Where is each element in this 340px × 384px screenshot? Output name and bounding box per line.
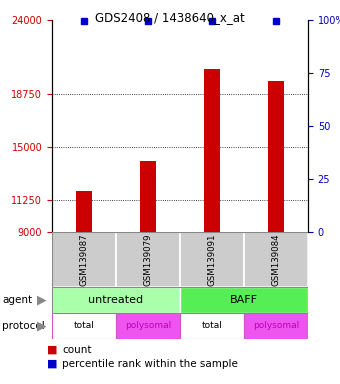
Bar (52, 232, 116, 287)
Bar (76, 191, 92, 232)
Bar (52, 313, 116, 339)
Text: count: count (62, 345, 92, 355)
Bar (116, 232, 180, 287)
Text: BAFF: BAFF (230, 295, 258, 305)
Bar (244, 313, 308, 339)
Text: agent: agent (2, 295, 32, 305)
Text: ▶: ▶ (37, 293, 47, 306)
Text: untreated: untreated (88, 295, 143, 305)
Text: GSM139079: GSM139079 (143, 233, 153, 286)
Bar (180, 287, 308, 313)
Text: percentile rank within the sample: percentile rank within the sample (62, 359, 238, 369)
Text: ■: ■ (47, 345, 57, 355)
Bar (116, 313, 180, 339)
Bar (244, 232, 308, 287)
Bar (52, 287, 180, 313)
Text: protocol: protocol (2, 321, 45, 331)
Bar (268, 81, 284, 232)
Text: polysomal: polysomal (253, 321, 299, 331)
Text: total: total (73, 321, 95, 331)
Text: total: total (202, 321, 222, 331)
Text: GSM139084: GSM139084 (272, 233, 280, 286)
Text: polysomal: polysomal (125, 321, 171, 331)
Bar (204, 70, 220, 232)
Bar (180, 232, 244, 287)
Bar (140, 161, 156, 232)
Text: GSM139091: GSM139091 (207, 233, 217, 286)
Bar (180, 313, 244, 339)
Text: ▶: ▶ (37, 319, 47, 333)
Text: GDS2408 / 1438640_x_at: GDS2408 / 1438640_x_at (95, 11, 245, 24)
Text: ■: ■ (47, 359, 57, 369)
Text: GSM139087: GSM139087 (80, 233, 88, 286)
